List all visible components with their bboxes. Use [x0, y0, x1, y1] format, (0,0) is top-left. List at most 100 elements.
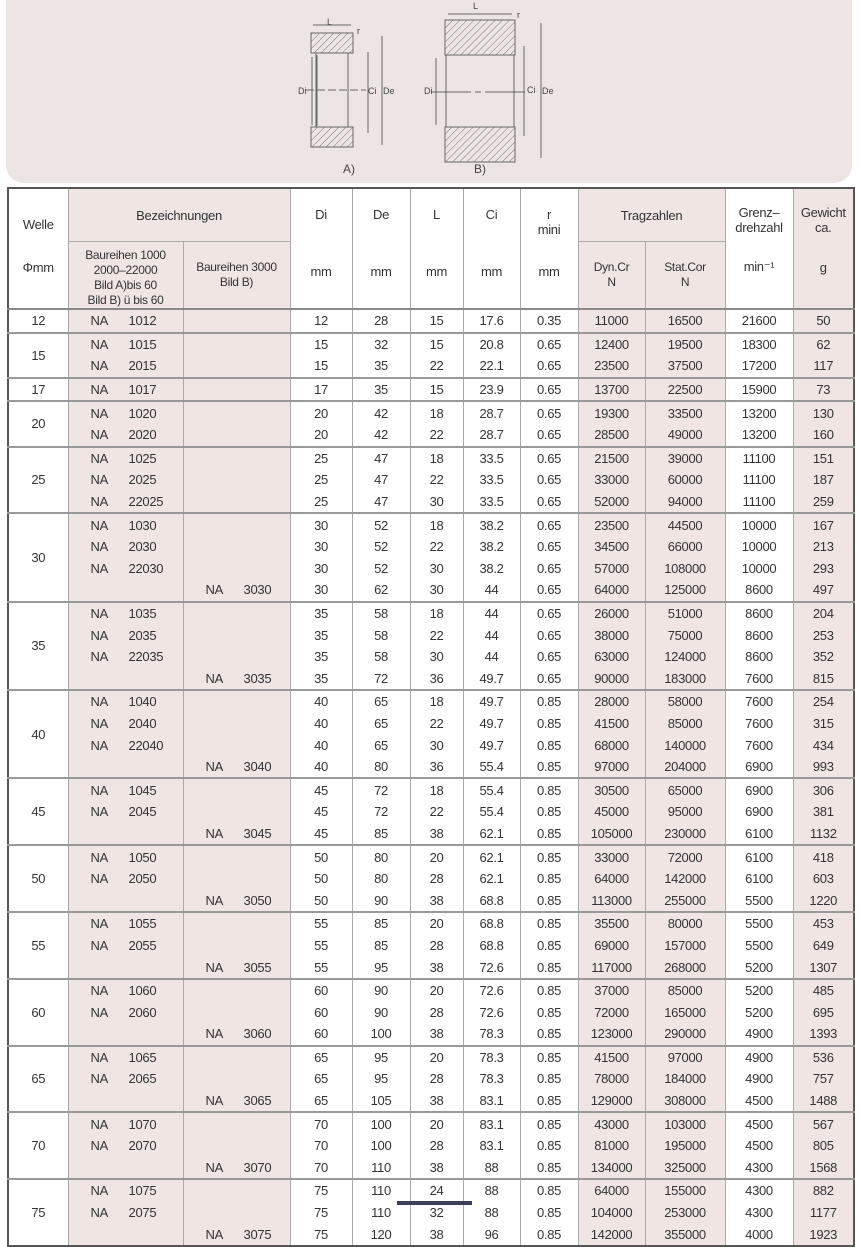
- weight-cell: 259: [792, 490, 855, 514]
- r-mini-cell: 0.85: [519, 755, 579, 779]
- stat-cor-cell: 184000: [644, 1068, 726, 1090]
- ci-cell: 83.1: [462, 1111, 521, 1135]
- speed-limit-cell: 7600: [724, 667, 794, 691]
- bearing-cross-section-diagrams: [306, 13, 542, 163]
- table-row: NA 2045 45 72 22 55.4 0.85 45000 95000 6900 381: [8, 801, 855, 823]
- stat-cor-cell: 103000: [644, 1111, 726, 1135]
- designation-series-3000-cell: [182, 469, 291, 491]
- dyn-cr-cell: 64000: [577, 1178, 646, 1202]
- designation-series-3000-cell: [182, 557, 291, 580]
- designation-series-1000-cell: NA 22040: [67, 734, 183, 756]
- di-cell: 40: [289, 755, 353, 779]
- weight-cell: 1568: [792, 1156, 855, 1180]
- l-cell: 38: [409, 1223, 464, 1246]
- dyn-cr-cell: 142000: [577, 1223, 646, 1246]
- de-cell: 90: [351, 889, 411, 913]
- de-cell: 100: [351, 1134, 411, 1157]
- table-row: 12 NA 1012 12 28 15 17.6 0.35 11000 16500 21600 50: [8, 308, 855, 333]
- designation-series-1000-cell: NA 1075: [67, 1178, 183, 1202]
- weight-cell: 1393: [792, 1023, 855, 1046]
- weight-cell: 1923: [792, 1223, 855, 1246]
- de-cell: 32: [351, 331, 411, 356]
- l-cell: 28: [409, 1068, 464, 1090]
- speed-limit-cell: 21600: [724, 308, 794, 333]
- r-mini-cell: 0.65: [519, 469, 579, 491]
- stat-cor-cell: 183000: [644, 667, 726, 691]
- table-row: NA 2035 35 58 22 44 0.65 38000 75000 8600 253: [8, 624, 855, 646]
- weight-cell: 352: [792, 645, 855, 668]
- ci-cell: 33.5: [462, 445, 521, 470]
- table-row: NA 3055 55 95 38 72.6 0.85 117000 268000 5200 130…: [8, 956, 855, 979]
- l-cell: 15: [409, 331, 464, 356]
- stat-cor-cell: 97000: [644, 1044, 726, 1069]
- designation-text: NA 1055: [90, 916, 157, 932]
- ci-cell: 55.4: [462, 755, 521, 779]
- di-cell: 30: [289, 557, 353, 580]
- ci-cell: 83.1: [462, 1089, 521, 1113]
- speed-limit-cell: 4900: [724, 1023, 794, 1046]
- speed-limit-cell: 10000: [724, 535, 794, 558]
- weight-cell: 805: [792, 1134, 855, 1157]
- dyn-cr-cell: 13700: [577, 376, 646, 402]
- stat-cor-cell: 19500: [644, 331, 726, 356]
- weight-cell: 160: [792, 423, 855, 447]
- l-cell: 28: [409, 1001, 464, 1023]
- ci-cell: 88: [462, 1156, 521, 1180]
- dyn-cr-cell: 30500: [577, 777, 646, 802]
- caption-a: A): [343, 162, 355, 176]
- l-cell: 20: [409, 911, 464, 935]
- designation-text: NA 22035: [90, 649, 164, 665]
- di-cell: 65: [289, 1089, 353, 1113]
- dyn-cr-cell: 41500: [577, 1044, 646, 1069]
- designation-text: NA 2070: [90, 1138, 157, 1154]
- header-series-3000: Baureihen 3000 Bild B): [182, 241, 291, 310]
- designation-text: NA 1030: [90, 517, 157, 533]
- de-cell: 47: [351, 490, 411, 514]
- ci-cell: 78.3: [462, 1068, 521, 1090]
- ci-cell: 44: [462, 579, 521, 602]
- di-cell: 25: [289, 490, 353, 514]
- l-cell: 22: [409, 355, 464, 378]
- ci-cell: 23.9: [462, 376, 521, 402]
- weight-cell: 253: [792, 624, 855, 646]
- designation-series-1000-cell: NA 2060: [67, 1001, 183, 1023]
- designation-series-1000-cell: NA 2070: [67, 1134, 183, 1157]
- de-cell: 72: [351, 667, 411, 691]
- designation-series-3000-cell: NA 3050: [182, 889, 291, 913]
- dyn-cr-cell: 11000: [577, 308, 646, 333]
- di-cell: 70: [289, 1111, 353, 1135]
- designation-series-1000-cell: NA 1020: [67, 400, 183, 424]
- weight-cell: 117: [792, 355, 855, 378]
- de-cell: 65: [351, 712, 411, 735]
- r-mini-cell: 0.85: [519, 889, 579, 913]
- dyn-cr-cell: 45000: [577, 801, 646, 823]
- r-mini-cell: 0.85: [519, 1223, 579, 1246]
- designation-series-3000-cell: [182, 645, 291, 668]
- r-mini-cell: 0.85: [519, 956, 579, 979]
- dyn-cr-cell: 38000: [577, 624, 646, 646]
- l-cell: 30: [409, 734, 464, 756]
- label-de-a: De: [383, 86, 395, 96]
- designation-text: NA 3035: [205, 670, 272, 686]
- dyn-cr-cell: 57000: [577, 557, 646, 580]
- speed-limit-cell: 5500: [724, 889, 794, 913]
- weight-cell: 306: [792, 777, 855, 802]
- di-cell: 35: [289, 600, 353, 625]
- designation-series-1000-cell: NA 1025: [67, 445, 183, 470]
- designation-series-3000-cell: NA 3040: [182, 755, 291, 779]
- designation-series-3000-cell: [182, 1068, 291, 1090]
- weight-cell: 167: [792, 512, 855, 536]
- de-cell: 85: [351, 822, 411, 846]
- weight-cell: 815: [792, 667, 855, 691]
- designation-series-1000-cell: NA 1035: [67, 600, 183, 625]
- speed-limit-cell: 17200: [724, 355, 794, 378]
- di-cell: 55: [289, 956, 353, 979]
- diagram-a: [306, 24, 383, 148]
- stat-cor-cell: 16500: [644, 308, 726, 333]
- header-grenzdrehzahl: Grenz– drehzahl min⁻¹: [724, 188, 794, 310]
- designation-series-3000-cell: NA 3035: [182, 667, 291, 691]
- di-cell: 60: [289, 1023, 353, 1046]
- dyn-cr-cell: 41500: [577, 712, 646, 735]
- l-cell: 20: [409, 1111, 464, 1135]
